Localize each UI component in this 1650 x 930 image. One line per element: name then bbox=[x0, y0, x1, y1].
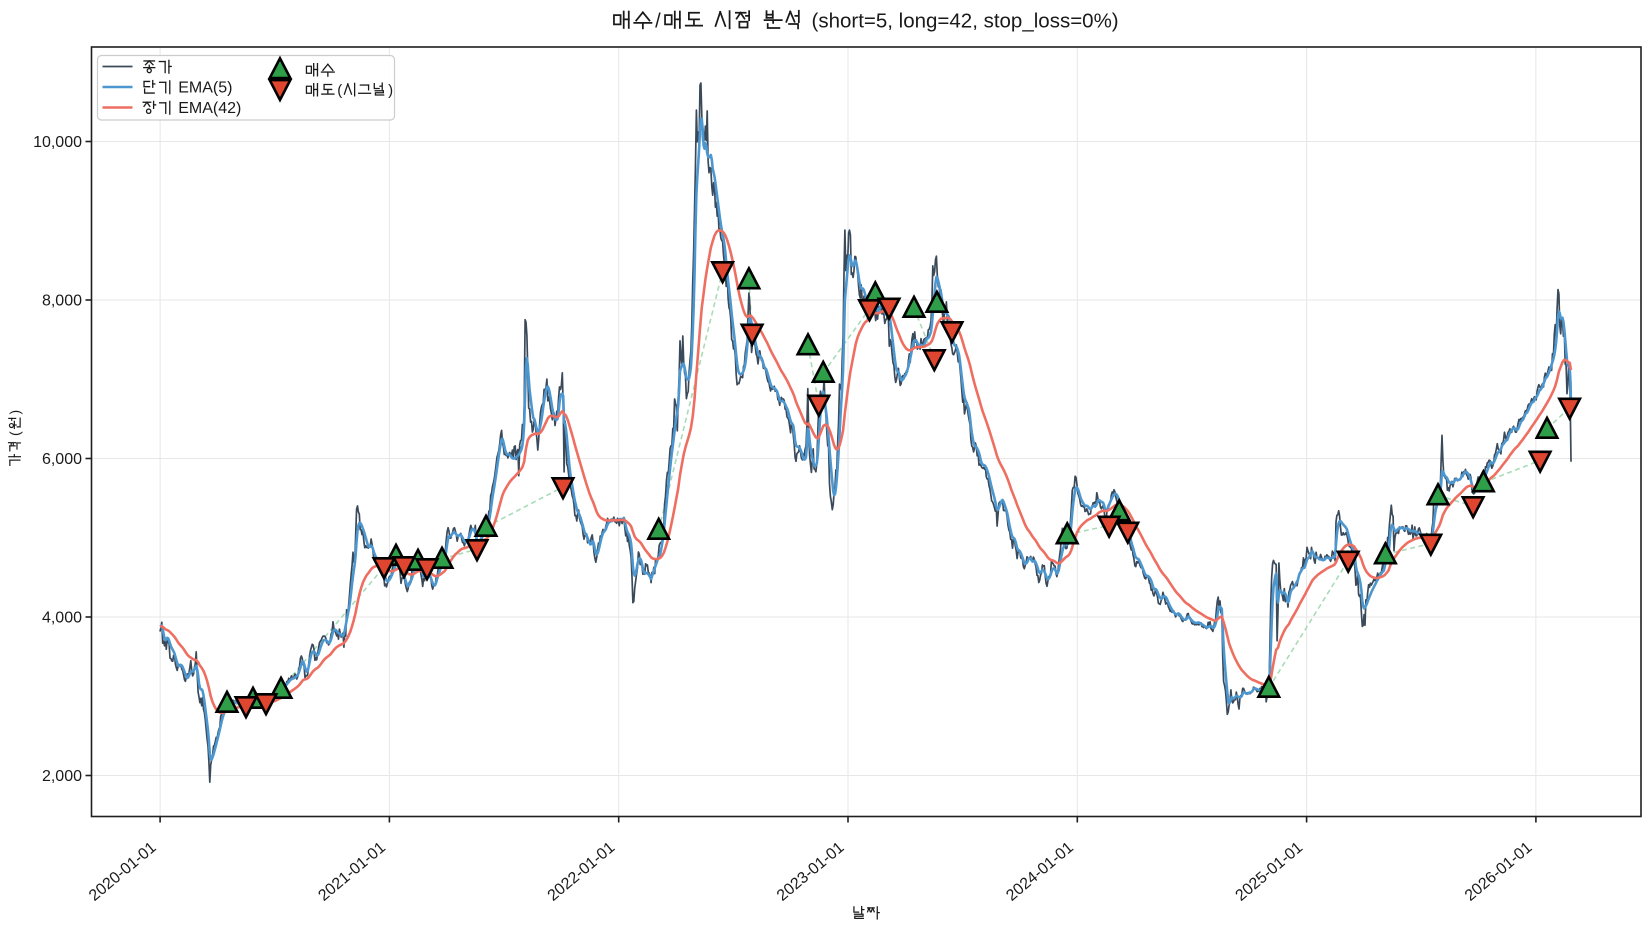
svg-text:): ) bbox=[7, 410, 23, 415]
svg-text:(short=5, long=42, stop_loss=0: (short=5, long=42, stop_loss=0%) bbox=[812, 10, 1119, 33]
svg-text:/: / bbox=[655, 11, 661, 33]
svg-text:EMA(5): EMA(5) bbox=[178, 80, 232, 97]
svg-text:6,000: 6,000 bbox=[42, 451, 82, 468]
svg-text:EMA(42): EMA(42) bbox=[178, 100, 241, 117]
svg-text:): ) bbox=[388, 82, 393, 99]
svg-text:(: ( bbox=[337, 82, 342, 99]
svg-text:(: ( bbox=[7, 431, 23, 436]
svg-text:10,000: 10,000 bbox=[33, 134, 82, 151]
svg-text:4,000: 4,000 bbox=[42, 610, 82, 627]
svg-text:2,000: 2,000 bbox=[42, 768, 82, 785]
svg-text:8,000: 8,000 bbox=[42, 293, 82, 310]
